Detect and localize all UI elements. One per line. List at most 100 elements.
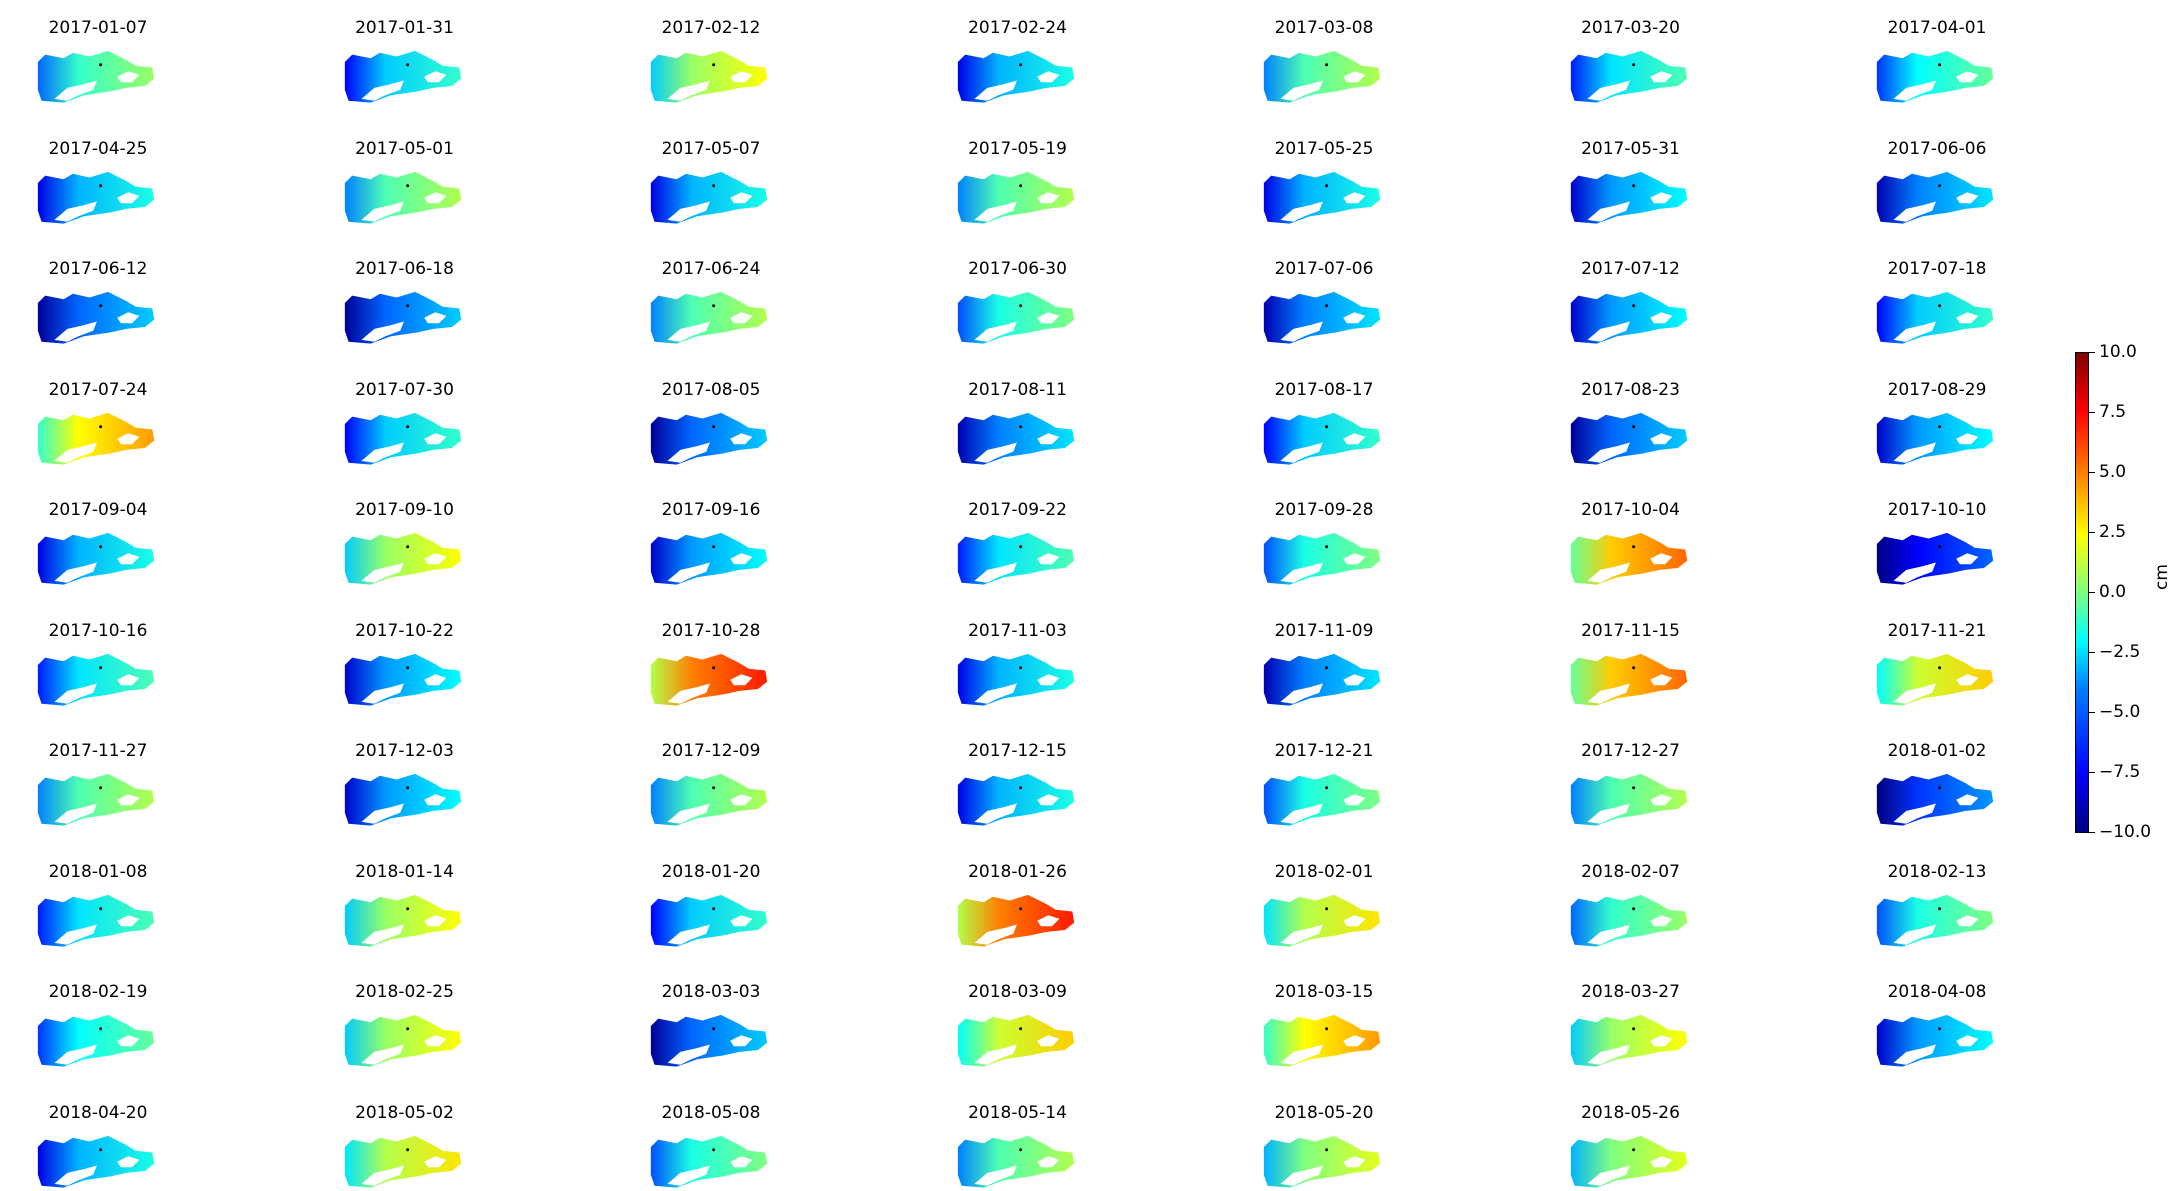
no-data-region xyxy=(54,1164,97,1186)
no-data-region xyxy=(1586,80,1630,101)
no-data-region xyxy=(1280,441,1323,463)
displacement-map xyxy=(1570,412,1687,465)
no-data-region xyxy=(667,80,710,101)
reference-point xyxy=(1018,545,1022,549)
reference-point xyxy=(405,183,409,187)
no-data-region xyxy=(423,1035,446,1047)
displacement-panel: 2017-02-12 xyxy=(631,6,771,103)
displacement-map xyxy=(1570,50,1687,103)
no-data-region xyxy=(1343,71,1366,83)
displacement-panel: 2017-04-25 xyxy=(18,127,158,224)
reference-point xyxy=(1938,1027,1942,1031)
displacement-map xyxy=(650,291,768,344)
no-data-region xyxy=(1649,914,1672,926)
no-data-region xyxy=(1893,803,1936,824)
reference-point xyxy=(1938,786,1942,790)
displacement-map xyxy=(650,773,768,826)
panel-title: 2017-07-24 xyxy=(48,379,148,400)
no-data-region xyxy=(1956,914,1979,926)
no-data-region xyxy=(1280,80,1323,101)
displacement-map xyxy=(344,1014,461,1067)
no-data-region xyxy=(1280,1044,1323,1065)
displacement-panel: 2017-09-22 xyxy=(938,488,1078,585)
no-data-region xyxy=(667,441,710,463)
no-data-region xyxy=(54,682,97,704)
displacement-map xyxy=(37,291,155,344)
displacement-panel: 2018-01-02 xyxy=(1857,729,1997,826)
displacement-panel: 2018-05-26 xyxy=(1551,1091,1691,1188)
no-data-region xyxy=(1036,1035,1059,1047)
colorbar-tick xyxy=(2089,772,2095,773)
no-data-region xyxy=(667,1164,710,1186)
colorbar-tick-label: −7.5 xyxy=(2099,762,2141,782)
no-data-region xyxy=(360,562,404,583)
panel-title: 2017-09-22 xyxy=(968,500,1067,520)
panel-title: 2017-03-20 xyxy=(1581,18,1680,38)
no-data-region xyxy=(1956,794,1979,806)
no-data-region xyxy=(1586,441,1630,463)
panel-title: 2017-11-21 xyxy=(1887,620,1987,641)
no-data-region xyxy=(1280,321,1323,342)
displacement-map xyxy=(957,773,1074,826)
displacement-panel: 2017-10-04 xyxy=(1551,488,1691,585)
panel-title: 2018-02-13 xyxy=(1887,861,1987,882)
displacement-map xyxy=(344,171,461,224)
colorbar-tick xyxy=(2089,412,2095,413)
displacement-map xyxy=(650,50,768,103)
no-data-region xyxy=(360,321,404,342)
reference-point xyxy=(1018,183,1022,187)
displacement-panel: 2017-11-15 xyxy=(1551,609,1691,706)
displacement-map xyxy=(1876,412,1994,465)
displacement-map xyxy=(1263,412,1381,465)
colorbar xyxy=(2075,352,2089,833)
no-data-region xyxy=(1956,312,1979,324)
displacement-map xyxy=(1876,532,1994,585)
displacement-map xyxy=(650,1135,768,1188)
panel-title: 2017-06-12 xyxy=(48,259,148,279)
panel-title: 2018-04-08 xyxy=(1887,982,1987,1002)
no-data-region xyxy=(1956,553,1979,565)
panel-title: 2017-10-22 xyxy=(355,620,454,641)
displacement-map xyxy=(1876,1014,1994,1067)
panel-title: 2018-02-25 xyxy=(355,982,454,1002)
panel-title: 2017-08-05 xyxy=(661,379,761,400)
displacement-panel: 2018-05-02 xyxy=(325,1091,465,1188)
no-data-region xyxy=(1036,1155,1059,1167)
displacement-panel: 2017-08-17 xyxy=(1244,368,1384,465)
displacement-map xyxy=(1570,1014,1687,1067)
displacement-map xyxy=(1876,773,1994,826)
reference-point xyxy=(1631,63,1635,67)
colorbar-tick xyxy=(2089,472,2095,473)
reference-point xyxy=(99,906,103,910)
reference-point xyxy=(405,63,409,67)
reference-point xyxy=(1018,786,1022,790)
panel-title: 2017-04-01 xyxy=(1887,18,1987,38)
no-data-region xyxy=(973,200,1017,222)
no-data-region xyxy=(1036,191,1059,203)
displacement-map xyxy=(1876,653,1994,706)
reference-point xyxy=(712,304,716,308)
no-data-region xyxy=(1280,923,1323,945)
no-data-region xyxy=(360,682,404,704)
no-data-region xyxy=(730,1035,753,1047)
reference-point xyxy=(712,545,716,549)
no-data-region xyxy=(1893,562,1936,583)
displacement-map xyxy=(344,291,461,344)
no-data-region xyxy=(1280,803,1323,824)
no-data-region xyxy=(1649,1035,1672,1047)
panel-title: 2017-08-29 xyxy=(1887,379,1987,400)
displacement-panel: 2018-02-07 xyxy=(1551,850,1691,947)
displacement-panel: 2017-08-05 xyxy=(631,368,771,465)
reference-point xyxy=(405,665,409,669)
no-data-region xyxy=(1586,562,1630,583)
panel-title: 2017-05-31 xyxy=(1581,138,1680,159)
panel-title: 2018-02-19 xyxy=(48,982,148,1002)
no-data-region xyxy=(1649,794,1672,806)
displacement-panel: 2017-08-23 xyxy=(1551,368,1691,465)
displacement-panel: 2017-01-31 xyxy=(325,6,465,103)
no-data-region xyxy=(1036,432,1059,444)
no-data-region xyxy=(1956,673,1979,685)
displacement-panel: 2017-07-12 xyxy=(1551,247,1691,344)
reference-point xyxy=(1938,906,1942,910)
